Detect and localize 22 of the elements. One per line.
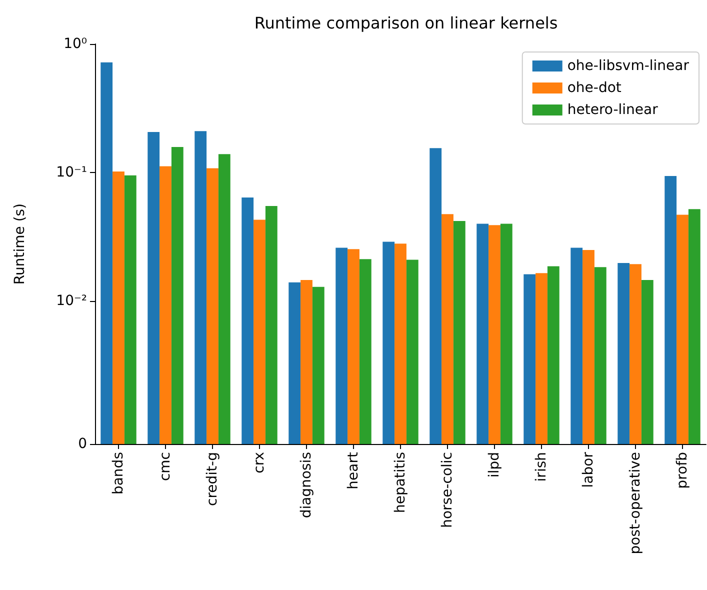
x-tick-label: heart (346, 451, 362, 490)
x-tick-label: post-operative (628, 452, 644, 554)
y-tick-label: 10⁰ (64, 36, 88, 52)
x-tick-label: cmc (158, 452, 174, 482)
x-tick-label: irish (534, 452, 550, 482)
x-tick-label: profb (674, 452, 690, 489)
x-tick-label: credit-g (204, 452, 220, 506)
chart-title: Runtime comparison on linear kernels (254, 14, 558, 32)
x-tick-label: labor (580, 452, 596, 488)
y-axis-title: Runtime (s) (12, 203, 28, 285)
legend-label: hetero-linear (567, 102, 658, 118)
x-tick-label: crx (252, 452, 268, 474)
x-tick-label: diagnosis (298, 452, 314, 518)
x-tick-label: bands (110, 452, 126, 495)
x-tick-label: ilpd (486, 452, 502, 478)
x-tick-label: horse-colic (440, 452, 456, 528)
x-tick-label: hepatitis (392, 452, 408, 514)
y-tick-label: 0 (78, 436, 87, 452)
y-tick-label: 10⁻² (56, 293, 87, 310)
y-tick-label: 10⁻¹ (56, 164, 87, 181)
legend-label: ohe-dot (567, 80, 622, 96)
legend-label: ohe-libsvm-linear (567, 58, 690, 74)
